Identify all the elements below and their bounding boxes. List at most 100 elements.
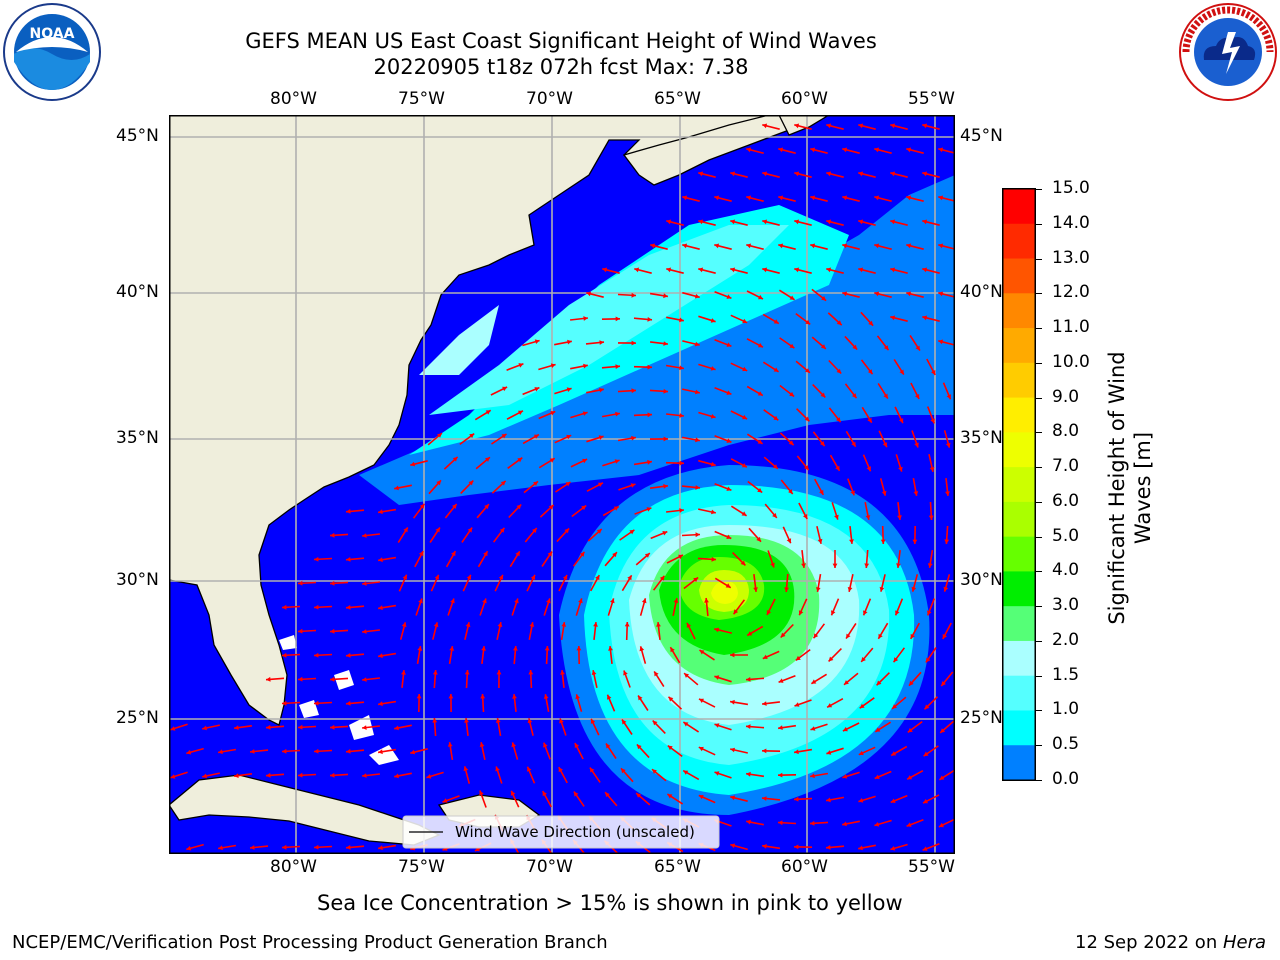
wind-wave-arrowhead [581, 505, 587, 511]
colorbar-tick-label: 3.0 [1052, 595, 1080, 616]
wind-wave-arrowhead [662, 531, 668, 536]
wind-wave-arrowhead [923, 751, 929, 757]
wind-wave-arrowhead [778, 678, 784, 683]
wind-wave-arrowhead [730, 171, 736, 177]
wind-wave-arrowhead [924, 704, 930, 710]
wind-wave-arrowhead [495, 718, 501, 723]
wind-wave-arrowhead [694, 293, 700, 299]
wind-wave-arrowhead [858, 171, 864, 177]
colorbar-segment [1003, 328, 1035, 364]
wind-wave-arrowhead [378, 509, 383, 515]
wind-wave-arrowhead [468, 480, 474, 486]
wind-wave-arrowhead [202, 725, 207, 731]
wind-wave-arrowhead [582, 458, 588, 464]
colorbar-tick-label: 6.0 [1052, 490, 1080, 511]
wind-wave-arrowhead [622, 719, 627, 725]
wind-wave-arrowhead [730, 267, 736, 273]
wind-wave-arrowhead [858, 219, 864, 225]
colorbar-tick-mark [1036, 780, 1042, 781]
wind-wave-arrowhead [801, 563, 806, 568]
wind-wave-arrowhead [819, 489, 824, 495]
wind-wave-arrowhead [938, 195, 944, 201]
wind-wave-arrowhead [927, 563, 933, 568]
wind-wave-arrowhead [698, 746, 704, 752]
wind-wave-arrowhead [858, 123, 864, 129]
wind-wave-arrowhead [772, 513, 777, 518]
wind-wave-arrowhead [513, 646, 518, 651]
lon-label-bottom: 70°W [526, 857, 573, 877]
wind-wave-arrowhead [298, 772, 303, 778]
wind-wave-arrowhead [550, 363, 556, 368]
wind-wave-arrowhead [512, 694, 517, 699]
wind-wave-arrowhead [762, 654, 768, 659]
wind-wave-arrowhead [666, 267, 672, 273]
wind-wave-arrowhead [679, 317, 684, 323]
wind-wave-arrowhead [218, 845, 223, 851]
wind-wave-arrowhead [906, 195, 912, 201]
wind-wave-arrowhead [678, 554, 683, 560]
wind-wave-arrowhead [695, 532, 700, 538]
wind-wave-arrowhead [756, 536, 761, 542]
lat-label-left: 25°N [116, 708, 159, 728]
wind-wave-arrowhead [659, 575, 665, 581]
colorbar-segment [1003, 397, 1035, 433]
wind-wave-arrowhead [929, 467, 935, 472]
wind-wave-arrowhead [922, 219, 928, 225]
wind-wave-arrowhead [858, 750, 864, 756]
wind-wave-arrowhead [362, 677, 367, 682]
wave-band-8.0-storm [711, 581, 738, 604]
wind-wave-arrowhead [670, 647, 675, 653]
wind-wave-arrowhead [418, 598, 423, 604]
wind-wave-arrowhead [606, 743, 611, 749]
wind-wave-arrowhead [741, 463, 747, 468]
wind-wave-arrowhead [922, 171, 928, 177]
wind-wave-arrowhead [882, 442, 888, 448]
wind-wave-arrowhead [533, 481, 538, 486]
wind-wave-arrowhead [599, 387, 604, 393]
wind-wave-arrowhead [403, 527, 408, 533]
wind-wave-arrowhead [234, 725, 239, 730]
wind-wave-arrowhead [593, 622, 598, 627]
wind-wave-arrowhead [820, 392, 826, 398]
wind-wave-arrowhead [495, 766, 500, 772]
wind-wave-arrowhead [663, 293, 668, 299]
colorbar-segment [1003, 189, 1035, 225]
wind-wave-arrowhead [811, 679, 817, 684]
wind-wave-arrowhead [482, 598, 487, 604]
wind-wave-arrowhead [550, 411, 556, 416]
wind-wave-arrowhead [666, 219, 672, 225]
wind-wave-arrowhead [464, 718, 469, 723]
wind-wave-arrowhead [362, 581, 367, 586]
wind-wave-arrowhead [746, 819, 751, 825]
lon-label-top: 55°W [908, 89, 955, 109]
wind-wave-arrowhead [820, 344, 826, 349]
colorbar-tick-label: 5.0 [1052, 525, 1080, 546]
wind-wave-arrowhead [566, 434, 572, 440]
wind-wave-arrowhead [608, 646, 613, 651]
wind-wave-arrowhead [746, 195, 752, 201]
wind-wave-arrowhead [780, 632, 786, 638]
wind-wave-arrowhead [778, 195, 784, 201]
wind-wave-arrowhead [879, 586, 885, 592]
wind-wave-arrowhead [534, 339, 540, 344]
wind-wave-arrowhead [682, 195, 688, 201]
wind-wave-arrowhead [773, 415, 779, 421]
wind-wave-arrowhead [559, 718, 564, 724]
colorbar-segment [1003, 223, 1035, 260]
wind-wave-arrowhead [378, 653, 383, 659]
colorbar-tick-label: 7.0 [1052, 456, 1080, 477]
wind-wave-arrowhead [282, 844, 287, 850]
wind-wave-arrowhead [864, 563, 870, 568]
wind-wave-arrowhead [510, 790, 516, 796]
wind-wave-arrowhead [891, 751, 897, 756]
wind-wave-arrowhead [583, 363, 588, 369]
wind-wave-arrowhead [890, 798, 896, 803]
wind-wave-arrowhead [875, 727, 881, 732]
colorbar-tick-label: 13.0 [1052, 247, 1090, 268]
wind-wave-arrowhead [778, 147, 784, 153]
wind-wave-arrowhead [466, 574, 472, 580]
wind-wave-arrowhead [686, 622, 692, 628]
wind-wave-arrowhead [710, 461, 716, 467]
wind-wave-arrowhead [826, 171, 832, 177]
wind-wave-arrowhead [788, 489, 793, 494]
